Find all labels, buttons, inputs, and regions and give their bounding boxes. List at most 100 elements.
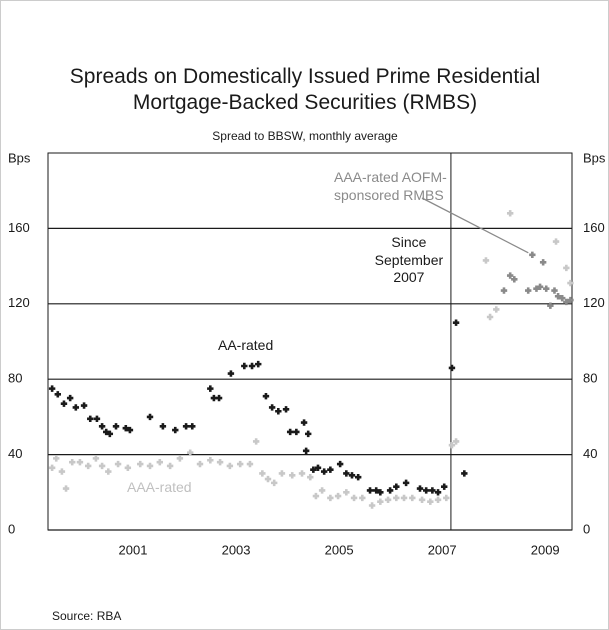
point bbox=[302, 447, 310, 455]
point bbox=[248, 362, 256, 370]
point bbox=[241, 362, 248, 370]
point bbox=[112, 423, 120, 430]
point bbox=[189, 423, 196, 430]
point bbox=[434, 489, 442, 496]
point bbox=[54, 391, 61, 398]
point bbox=[418, 496, 426, 504]
y-tick-label: 40 bbox=[8, 446, 22, 461]
point bbox=[533, 285, 540, 292]
point bbox=[486, 313, 494, 321]
point bbox=[348, 472, 356, 479]
point bbox=[511, 276, 518, 283]
point bbox=[320, 468, 328, 475]
point bbox=[122, 425, 130, 432]
point bbox=[327, 466, 334, 473]
y2-tick-label: 0 bbox=[583, 521, 590, 536]
point bbox=[400, 494, 408, 502]
point bbox=[409, 494, 416, 502]
point bbox=[559, 294, 566, 302]
point bbox=[525, 287, 532, 294]
point bbox=[543, 285, 550, 292]
point bbox=[103, 428, 110, 436]
point bbox=[246, 460, 254, 468]
y2-tick-label: 120 bbox=[583, 295, 605, 310]
point bbox=[429, 487, 436, 494]
point bbox=[506, 210, 514, 217]
point bbox=[87, 415, 94, 422]
y2-tick-label: 160 bbox=[583, 220, 605, 235]
point bbox=[386, 487, 394, 494]
point bbox=[310, 466, 317, 473]
point bbox=[159, 423, 167, 430]
subtitle: Spread to BBSW, monthly average bbox=[212, 129, 398, 143]
point bbox=[551, 287, 558, 294]
point bbox=[282, 406, 290, 413]
point bbox=[262, 392, 270, 400]
point bbox=[300, 419, 308, 426]
point bbox=[500, 287, 508, 294]
point bbox=[304, 430, 312, 438]
point bbox=[354, 474, 362, 481]
arrow bbox=[421, 197, 529, 254]
y-label: Bps bbox=[8, 150, 31, 165]
point bbox=[422, 487, 430, 494]
y-tick-label: 0 bbox=[8, 521, 15, 536]
point bbox=[137, 460, 144, 468]
point bbox=[563, 264, 570, 272]
point bbox=[402, 479, 410, 487]
point bbox=[264, 475, 272, 483]
point bbox=[452, 438, 460, 445]
point bbox=[373, 487, 380, 494]
point bbox=[307, 474, 314, 481]
point bbox=[334, 492, 342, 500]
point bbox=[146, 413, 154, 421]
point bbox=[377, 489, 384, 496]
point bbox=[384, 496, 392, 504]
point bbox=[312, 492, 320, 500]
point bbox=[427, 498, 434, 505]
point bbox=[377, 498, 384, 505]
point bbox=[314, 464, 322, 471]
point bbox=[393, 483, 400, 490]
point bbox=[536, 283, 544, 291]
point bbox=[275, 408, 282, 415]
point bbox=[216, 458, 224, 466]
y-tick-label: 80 bbox=[8, 371, 22, 386]
point bbox=[182, 423, 190, 430]
point bbox=[114, 460, 122, 468]
point bbox=[93, 415, 101, 422]
point bbox=[343, 470, 350, 477]
point bbox=[393, 494, 400, 502]
point bbox=[366, 487, 374, 494]
point bbox=[48, 464, 56, 471]
point bbox=[98, 423, 106, 430]
x-tick-label: 2007 bbox=[428, 542, 457, 557]
x-tick-label: 2009 bbox=[531, 542, 560, 557]
point bbox=[448, 364, 456, 372]
x-tick-label: 2001 bbox=[119, 542, 148, 557]
point bbox=[441, 483, 448, 490]
point bbox=[529, 251, 536, 258]
point bbox=[278, 470, 286, 477]
y-tick-label: 160 bbox=[8, 220, 30, 235]
x-tick-label: 2003 bbox=[222, 542, 251, 557]
point bbox=[48, 385, 56, 392]
point bbox=[53, 455, 60, 462]
point bbox=[359, 494, 366, 502]
y2-tick-label: 80 bbox=[583, 371, 597, 386]
point bbox=[226, 462, 234, 470]
point bbox=[539, 259, 547, 266]
point bbox=[207, 457, 214, 464]
point bbox=[105, 468, 112, 475]
point bbox=[350, 494, 358, 502]
point bbox=[124, 464, 132, 471]
point bbox=[196, 460, 204, 468]
point bbox=[84, 462, 92, 470]
point bbox=[452, 319, 460, 326]
point bbox=[66, 394, 74, 402]
point bbox=[327, 494, 334, 502]
point bbox=[318, 487, 326, 494]
